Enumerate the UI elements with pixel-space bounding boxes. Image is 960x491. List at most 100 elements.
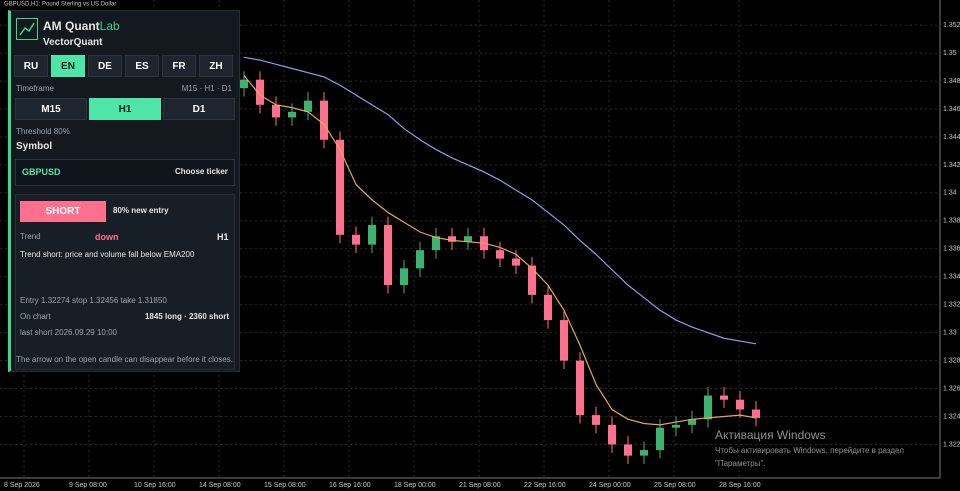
chart-header: GBPUSD,H1: Pound Sterling vs US Dollar <box>4 2 116 8</box>
brand-accent: Lab <box>99 19 120 33</box>
candle-body <box>576 360 584 416</box>
x-tick-label: 22 Sep 16:00 <box>524 482 566 489</box>
x-tick-label: 18 Sep 00:00 <box>394 482 436 489</box>
y-tick-label: 1.328 <box>943 357 960 364</box>
candle-body <box>656 427 664 451</box>
language-button[interactable]: RU <box>14 55 48 77</box>
language-button[interactable]: ZH <box>199 55 233 77</box>
y-tick-label: 1.33 <box>943 329 957 336</box>
candle-body <box>592 415 600 425</box>
timeframe-button[interactable]: D1 <box>163 98 235 120</box>
candle-body <box>560 320 568 361</box>
candle-body <box>240 79 248 89</box>
y-tick-label: 1.344 <box>943 134 960 141</box>
language-button[interactable]: EN <box>51 55 85 77</box>
candle-body <box>288 111 296 118</box>
threshold: Threshold 80% <box>16 127 70 136</box>
signal-card <box>15 194 235 370</box>
language-button[interactable]: DE <box>88 55 122 77</box>
x-tick-label: 21 Sep 08:00 <box>459 482 501 489</box>
language-button[interactable]: ES <box>125 55 159 77</box>
symbol-label: Symbol <box>16 141 53 152</box>
candle-body <box>400 268 408 286</box>
candle-body <box>544 294 552 321</box>
subtitle: VectorQuant <box>43 37 103 48</box>
timeframe-label: Timeframe <box>16 84 54 93</box>
watermark-line: "Параметры". <box>715 459 766 468</box>
x-tick-label: 15 Sep 08:00 <box>264 482 306 489</box>
x-tick-label: 16 Sep 16:00 <box>329 482 371 489</box>
candle-body <box>720 395 728 400</box>
candle-body <box>672 424 680 428</box>
candle-body <box>336 139 344 235</box>
trend-text: Trend short: price and volume fall below… <box>20 250 195 259</box>
y-tick-label: 1.352 <box>943 22 960 29</box>
timeframe-button[interactable]: M15 <box>15 98 87 120</box>
y-tick-label: 1.324 <box>943 413 960 420</box>
x-tick-label: 28 Sep 16:00 <box>719 482 761 489</box>
timeframe-button[interactable]: H1 <box>89 98 161 120</box>
x-tick-label: 8 Sep 2026 <box>4 482 40 489</box>
moving-average <box>243 56 757 345</box>
candle-body <box>688 419 696 425</box>
y-tick-label: 1.346 <box>943 106 960 113</box>
candle-body <box>352 234 360 245</box>
y-tick-label: 1.326 <box>943 385 960 392</box>
candle-body <box>464 236 472 242</box>
y-tick-label: 1.322 <box>943 441 960 448</box>
candle-body <box>272 104 280 118</box>
candle-body <box>384 225 392 286</box>
brand: AM QuantLab <box>43 19 120 33</box>
watermark-line: Чтобы активировать Windows, перейдите в … <box>715 446 904 455</box>
y-tick-label: 1.35 <box>943 50 957 57</box>
x-tick-label: 25 Sep 08:00 <box>654 482 696 489</box>
timeframe-hint: M15 · H1 · D1 <box>181 84 232 93</box>
note: The arrow on the open candle can disappe… <box>16 355 234 364</box>
symbol: GBPUSD <box>22 167 61 177</box>
y-tick-label: 1.332 <box>943 302 960 309</box>
choose-ticker[interactable]: Choose ticker <box>175 167 228 176</box>
signal-badge: SHORT <box>20 201 106 222</box>
candle-body <box>320 100 328 140</box>
symbol-box[interactable] <box>15 159 235 186</box>
candle-body <box>448 236 456 242</box>
candle-body <box>304 100 312 112</box>
x-tick-label: 9 Sep 08:00 <box>69 482 107 489</box>
logo-icon <box>19 22 35 36</box>
on-chart: 1845 long · 2360 short <box>144 312 229 321</box>
last-signal: last short 2026.09.29 10:00 <box>20 328 117 337</box>
trend-label: Trend <box>20 232 41 241</box>
y-tick-label: 1.338 <box>943 218 960 225</box>
x-tick-label: 24 Sep 00:00 <box>589 482 631 489</box>
candle-body <box>496 250 504 259</box>
y-tick-label: 1.342 <box>943 162 960 169</box>
moving-average <box>243 75 757 426</box>
candle-body <box>432 236 440 251</box>
watermark-title: Активация Windows <box>715 428 826 442</box>
trend-timeframe: H1 <box>217 232 229 242</box>
candle-body <box>416 250 424 269</box>
y-tick-label: 1.336 <box>943 246 960 253</box>
candle-body <box>752 409 760 418</box>
levels: Entry 1.32274 stop 1.32456 take 1.31850 <box>20 296 167 305</box>
candle-body <box>736 399 744 410</box>
y-tick-label: 1.334 <box>943 274 960 281</box>
brand-name: AM Quant <box>43 19 100 33</box>
language-button[interactable]: FR <box>162 55 196 77</box>
candle-body <box>368 225 376 245</box>
candle-body <box>256 79 264 105</box>
x-tick-label: 14 Sep 08:00 <box>199 482 241 489</box>
candle-body <box>624 444 632 456</box>
candle-body <box>528 265 536 295</box>
trend-value: down <box>95 232 119 242</box>
y-tick-label: 1.348 <box>943 78 960 85</box>
candle-body <box>704 395 712 420</box>
signal-note: 80% new entry <box>113 206 169 215</box>
on-chart-label: On chart <box>20 312 51 321</box>
x-tick-label: 10 Sep 16:00 <box>134 482 176 489</box>
candle-body <box>640 450 648 456</box>
y-tick-label: 1.34 <box>943 190 957 197</box>
candle-body <box>608 424 616 445</box>
logo <box>16 18 38 40</box>
